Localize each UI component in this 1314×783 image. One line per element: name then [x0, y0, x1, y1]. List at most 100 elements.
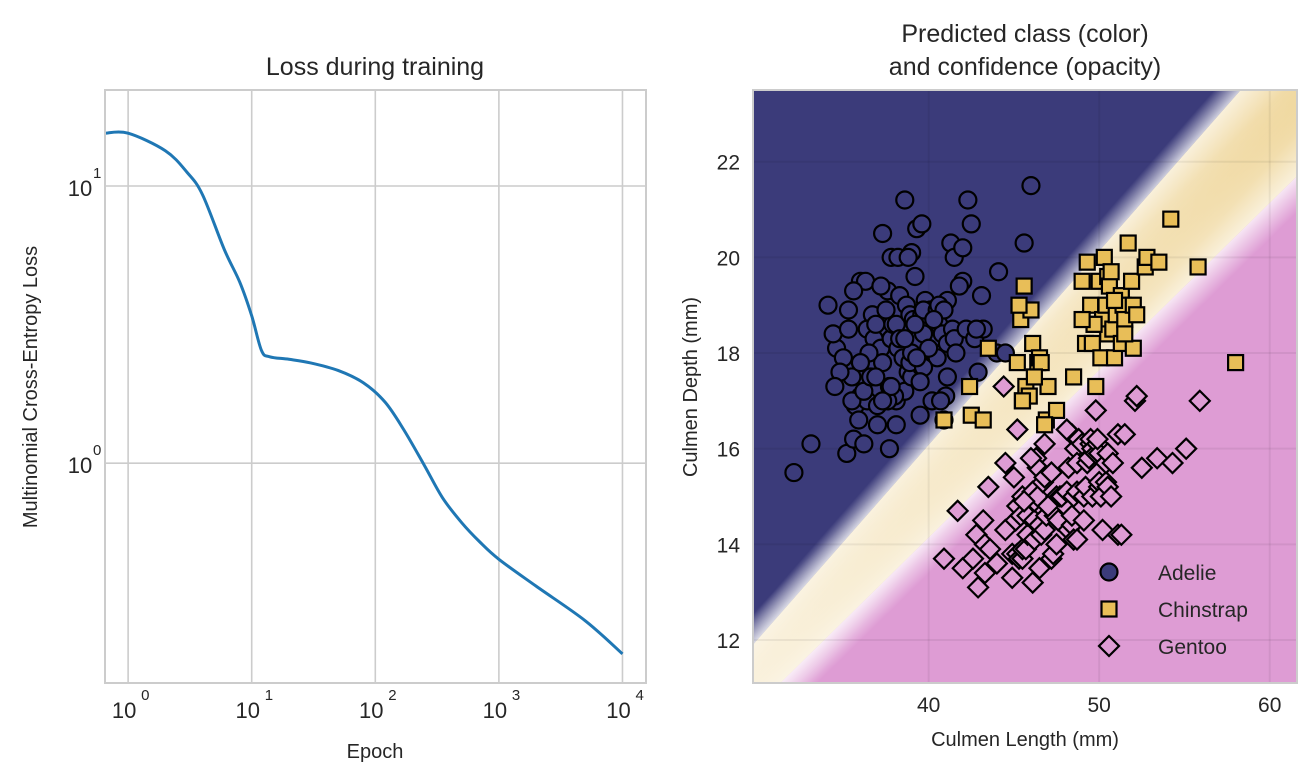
chinstrap-point: [1105, 291, 1124, 310]
x-tick-exponent: 4: [635, 687, 643, 704]
chinstrap-point: [1032, 353, 1050, 372]
adelie-point: [854, 434, 874, 454]
x-tick-label: 10: [359, 698, 383, 723]
gentoo-point: [1005, 417, 1029, 442]
chinstrap-point: [1082, 296, 1100, 314]
chinstrap-point: [1024, 334, 1042, 353]
adelie-point: [849, 410, 869, 430]
gentoo-point: [1160, 451, 1185, 475]
gentoo-point: [1101, 451, 1125, 475]
chinstrap-point: [960, 377, 979, 396]
adelie-point: [1021, 176, 1041, 196]
adelie-point: [866, 367, 886, 387]
adelie-point: [910, 372, 930, 392]
gentoo-point: [1000, 566, 1024, 590]
x-tick-exponent: 3: [512, 687, 520, 704]
series-chinstrap: [935, 210, 1245, 434]
gentoo-point: [946, 499, 970, 523]
adelie-point: [1014, 233, 1034, 253]
gentoo-point: [1019, 446, 1043, 470]
gentoo-point: [1109, 523, 1133, 547]
adelie-point: [898, 247, 918, 267]
series-gentoo: [932, 374, 1212, 599]
gentoo-point: [1084, 398, 1108, 422]
adelie-point: [958, 190, 978, 210]
loss-chart-frame: [104, 89, 647, 684]
adelie-point: [905, 314, 925, 334]
prediction-chart-x-ticks: 40 50 60: [917, 694, 1281, 717]
loss-chart-xlabel: Epoch: [347, 741, 404, 763]
chinstrap-point: [1227, 353, 1245, 372]
adelie-point: [871, 276, 891, 296]
chinstrap-point: [1083, 334, 1101, 353]
gentoo-point: [1044, 532, 1069, 556]
chinstrap-point: [1124, 339, 1142, 357]
legend-marker-diamond: [1097, 634, 1121, 658]
adelie-point: [966, 319, 986, 339]
gentoo-point: [1039, 461, 1063, 485]
legend-marker-square: [1100, 600, 1118, 618]
adelie-point: [961, 214, 981, 234]
chinstrap-point: [1122, 272, 1141, 290]
prediction-chart-y-ticks: 12 14 16 18 20 22: [717, 152, 741, 653]
adelie-point: [886, 415, 906, 435]
loss-chart-grid: [105, 90, 646, 683]
chinstrap-point: [1119, 234, 1137, 252]
adelie-point: [988, 262, 1009, 282]
prediction-chart-title-line-2: and confidence (opacity): [889, 53, 1161, 81]
adelie-point: [876, 300, 896, 320]
adelie-point: [784, 462, 804, 483]
chinstrap-point: [1087, 377, 1105, 396]
x-tick-label: 10: [606, 698, 630, 723]
chinstrap-point: [1128, 306, 1146, 324]
adelie-point: [971, 286, 992, 306]
chinstrap-point: [1047, 401, 1066, 420]
chinstrap-point: [1036, 416, 1054, 434]
adelie-point: [838, 319, 859, 339]
y-tick-label: 18: [717, 343, 740, 366]
chinstrap-point: [1015, 277, 1033, 295]
adelie-point: [838, 300, 859, 320]
chinstrap-point: [1065, 368, 1083, 386]
legend-item-gentoo: Gentoo: [1097, 634, 1227, 659]
adelie-point: [937, 367, 958, 387]
adelie-point: [895, 190, 915, 210]
chinstrap-point: [974, 411, 992, 429]
adelie-point: [946, 343, 966, 363]
chinstrap-point: [1013, 392, 1032, 410]
chinstrap-point: [1010, 296, 1028, 314]
adelie-point: [924, 309, 944, 330]
x-tick-exponent: 2: [388, 687, 396, 704]
x-tick-label: 50: [1088, 694, 1111, 717]
chinstrap-point: [1025, 368, 1043, 386]
legend: Adelie Chinstrap Gentoo: [1097, 562, 1248, 659]
x-tick-exponent: 0: [141, 687, 149, 704]
y-tick-exponent: 1: [93, 165, 101, 182]
gentoo-point: [1099, 484, 1123, 509]
adelie-point: [905, 266, 925, 287]
gentoo-point: [1130, 456, 1154, 480]
gentoo-point: [1065, 527, 1089, 552]
prediction-chart-ylabel: Culmen Depth (mm): [680, 297, 702, 477]
gentoo-point: [1085, 427, 1110, 451]
y-tick-label: 14: [717, 534, 741, 557]
legend-item-chinstrap: Chinstrap: [1100, 599, 1248, 622]
adelie-point: [910, 405, 930, 425]
adelie-point: [873, 223, 893, 244]
x-tick-label: 10: [483, 698, 507, 723]
adelie-point: [953, 238, 973, 258]
chinstrap-point: [935, 411, 953, 429]
y-tick-exponent: 0: [93, 442, 101, 459]
prediction-chart-points: [784, 176, 1245, 599]
legend-label: Adelie: [1158, 562, 1216, 585]
gentoo-point: [992, 374, 1016, 399]
adelie-point: [825, 376, 845, 397]
chinstrap-point: [1039, 377, 1057, 396]
adelie-point: [866, 314, 886, 334]
gentoo-point: [1188, 389, 1212, 413]
y-tick-label: 16: [717, 439, 740, 462]
adelie-point: [867, 415, 888, 435]
y-tick-label: 20: [717, 247, 740, 270]
